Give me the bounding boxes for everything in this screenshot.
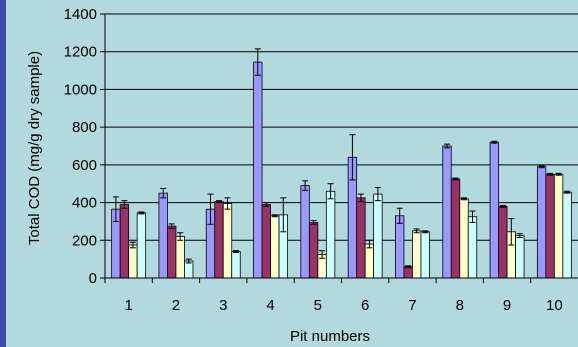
y-tick-label: 400: [72, 195, 97, 212]
x-tick-label: 6: [361, 297, 369, 314]
x-tick-labels: 1 2 3 4 5 6 7 8 9 10: [124, 297, 562, 314]
x-axis-title: Pit numbers: [290, 328, 370, 345]
bar: [158, 192, 168, 279]
bar: [442, 145, 452, 279]
bar: [261, 204, 271, 279]
y-tick-label: 600: [72, 157, 97, 174]
bar: [175, 236, 185, 279]
y-tick-label: 1200: [64, 44, 97, 61]
bar: [395, 215, 405, 279]
bar: [325, 190, 336, 279]
x-tick-label: 7: [408, 297, 416, 314]
bar: [128, 244, 138, 279]
bar: [498, 205, 508, 279]
y-tick-label: 1000: [64, 81, 97, 98]
x-tick-label: 10: [546, 297, 563, 314]
left-accent-stripe: [0, 0, 6, 347]
x-tick-label: 5: [314, 297, 322, 314]
x-tick-label: 2: [172, 297, 180, 314]
bar: [231, 251, 241, 279]
y-tick-label: 0: [89, 270, 97, 287]
y-tick-label: 1400: [64, 6, 97, 23]
bar: [536, 166, 547, 279]
y-tick-label: 200: [72, 232, 97, 249]
y-tick-label: 800: [72, 119, 97, 136]
bar: [515, 235, 525, 279]
bar: [467, 216, 478, 279]
bars: [111, 61, 572, 279]
bar: [270, 215, 280, 279]
bar: [136, 212, 147, 279]
bar: [489, 141, 499, 279]
x-tick-label: 4: [266, 297, 274, 314]
bar: [373, 193, 383, 279]
bar: [403, 266, 413, 279]
bar: [222, 203, 233, 279]
bar: [412, 230, 422, 279]
bar: [308, 221, 319, 279]
bar: [356, 197, 366, 279]
x-tick-label: 9: [503, 297, 511, 314]
bar: [364, 243, 375, 279]
error-bars: [112, 48, 571, 269]
x-tick-label: 1: [124, 297, 132, 314]
bar: [545, 173, 555, 279]
bar: [459, 198, 469, 279]
bar: [214, 201, 224, 279]
bar: [562, 191, 572, 279]
x-tick-label: 8: [456, 297, 464, 314]
axes: [100, 13, 578, 283]
y-axis-title: Total COD (mg/g dry sample): [26, 51, 43, 245]
x-tick-label: 3: [219, 297, 227, 314]
bar: [420, 231, 430, 279]
bar: [119, 204, 130, 279]
bar: [253, 61, 263, 279]
bar: [300, 185, 310, 279]
y-tick-labels: 0 200 400 600 800 1000 1200 1400: [64, 6, 97, 287]
bar: [553, 173, 564, 279]
bar: [184, 260, 194, 279]
bar: [450, 178, 461, 279]
bar: [167, 225, 177, 279]
